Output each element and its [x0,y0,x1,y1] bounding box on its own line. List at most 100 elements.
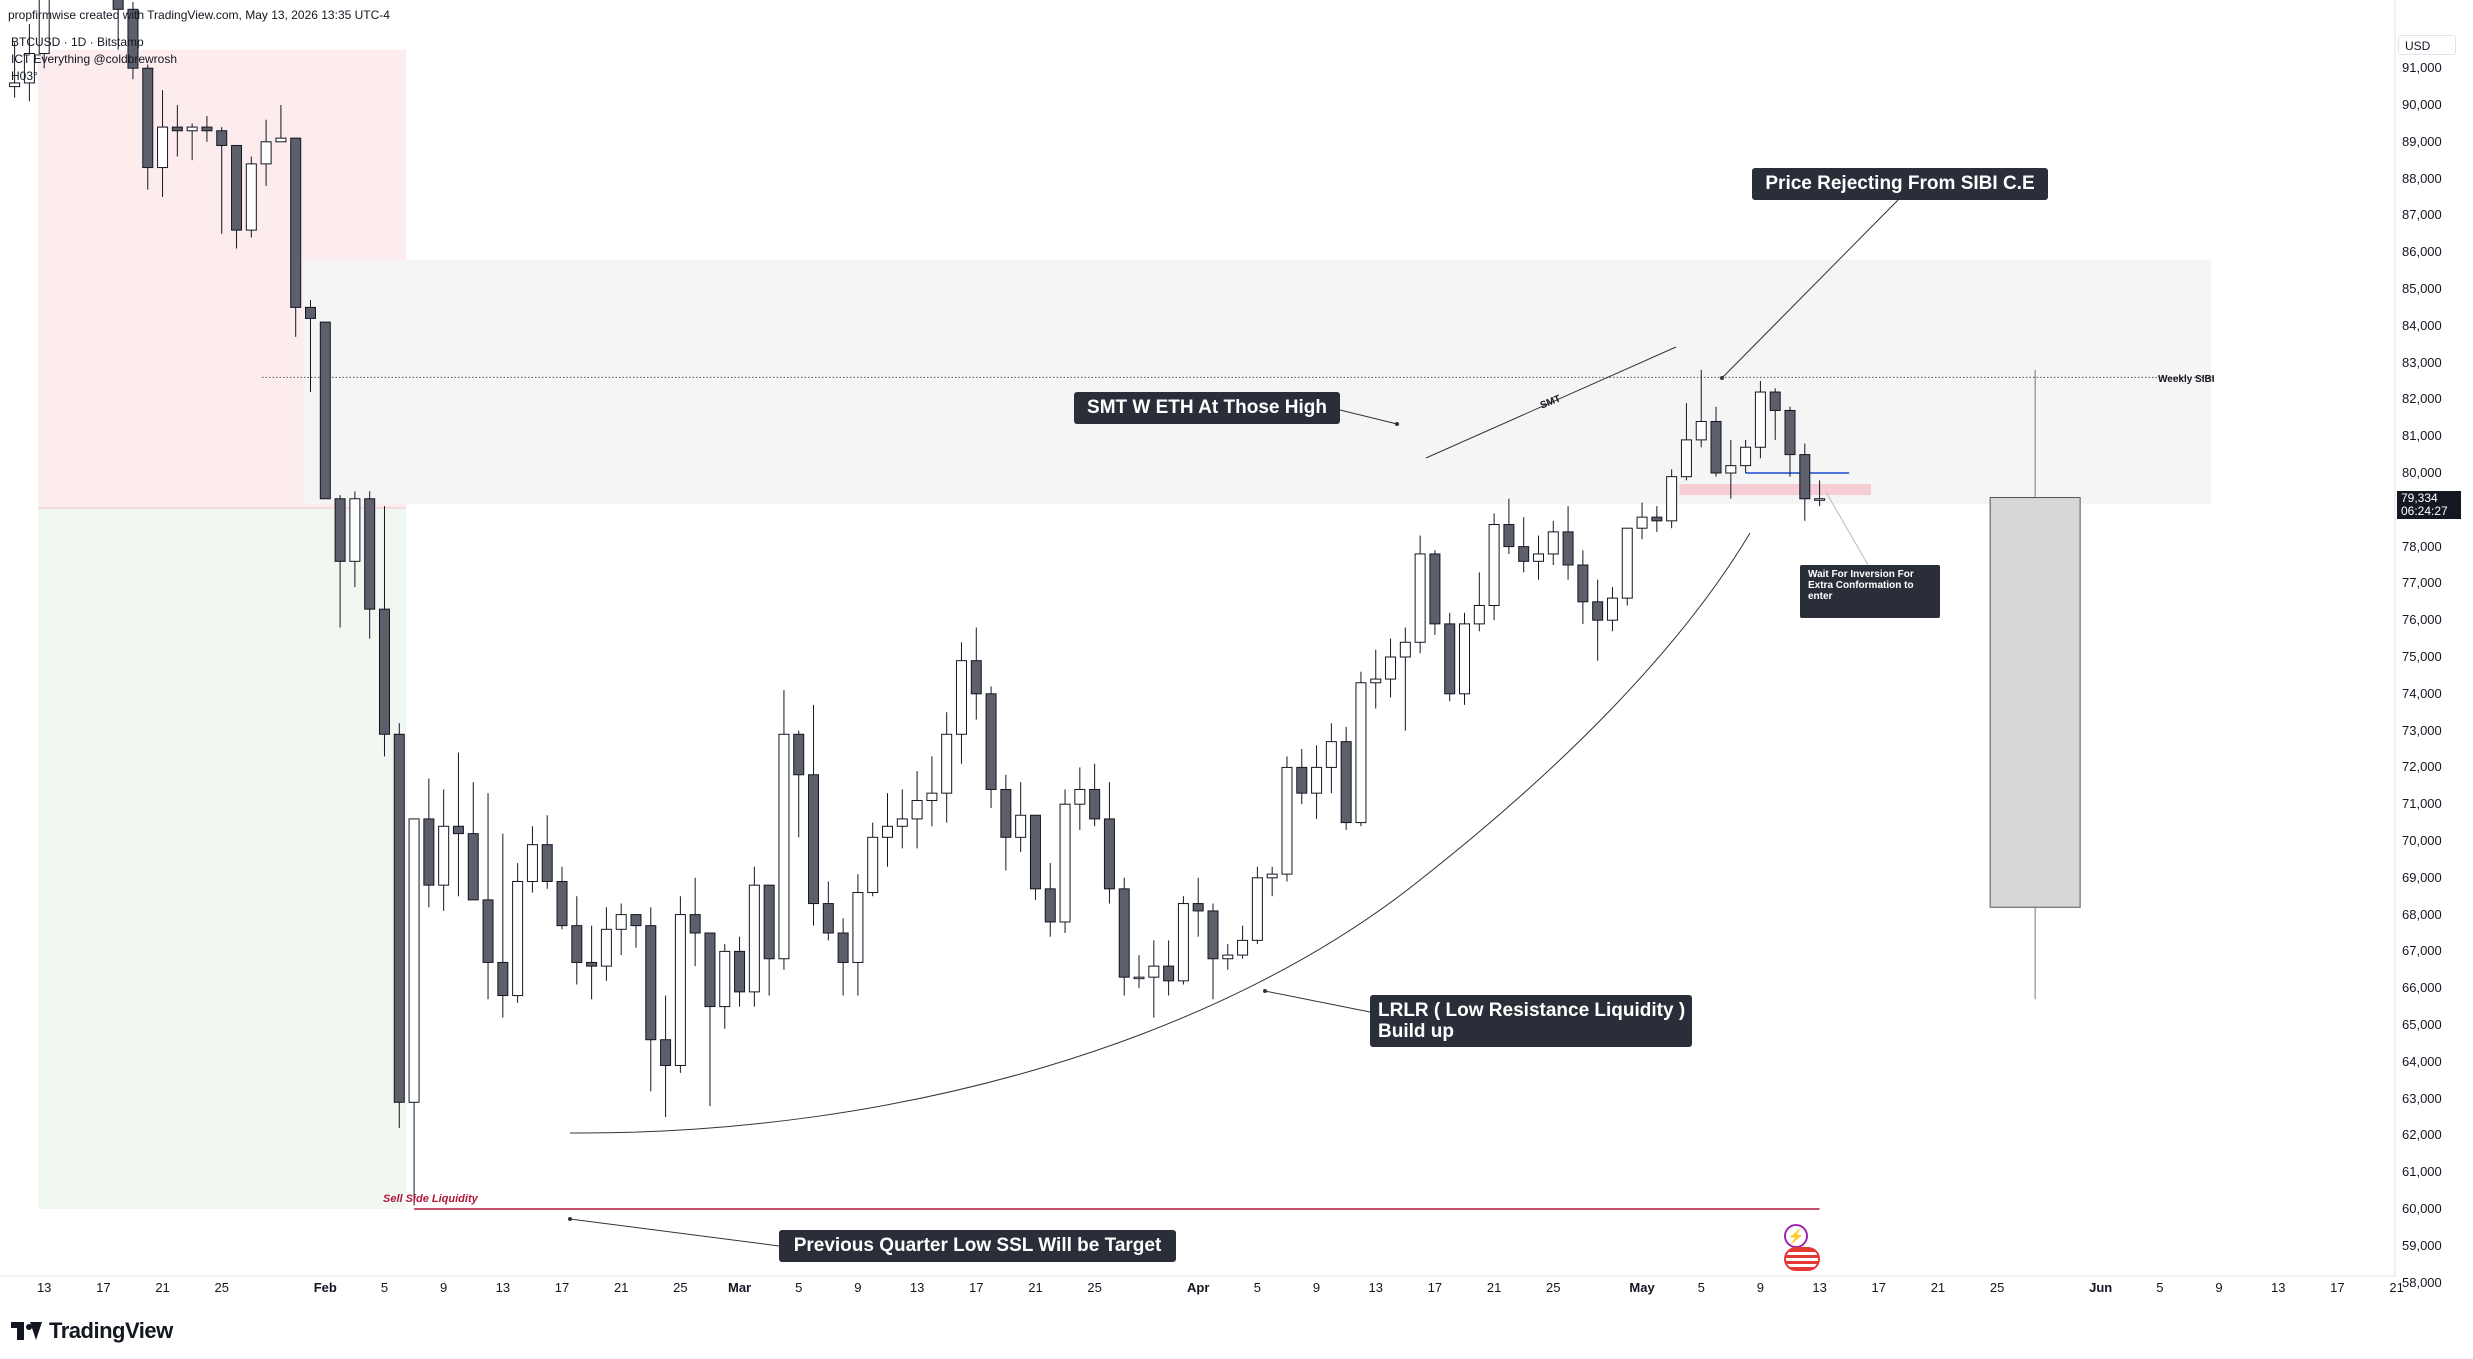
candle-2026-05-05 [1695,369,1707,448]
callout-lrlr[interactable]: LRLR ( Low Resistance Liquidity ) Build … [1370,995,1692,1047]
price-tick-label: 83,000 [2402,354,2442,370]
time-tick-label: 17 [969,1280,984,1295]
time-tick-label: 21 [1028,1280,1043,1295]
candle-body [719,950,731,1008]
indicator-title[interactable]: ICT Everything @coldbrewrosh [11,52,178,66]
candle-2026-05-12 [1799,443,1811,521]
time-tick-label: 5 [1697,1280,1705,1295]
candle-body [645,925,657,1041]
price-tick-label: 64,000 [2402,1053,2442,1069]
callout-smt-eth[interactable]: SMT W ETH At Those High [1074,392,1340,424]
candle-2026-02-01 [319,321,331,500]
candle-body [852,892,864,963]
time-tick-label: 21 [613,1280,629,1295]
time-tick-label: 21 [1486,1280,1502,1295]
price-tick-label: 65,000 [2402,1017,2442,1032]
tradingview-logo[interactable]: TradingView [11,1318,173,1344]
candle-2026-04-27 [1577,550,1589,624]
time-tick-label: 9 [2215,1280,2223,1295]
us-flag-event-icon[interactable] [1784,1247,1820,1271]
symbol-title[interactable]: BTCUSD · 1D · Bitstamp [11,35,144,49]
lightning-event-icon[interactable]: ⚡ [1784,1224,1808,1248]
axes-layer [0,0,2396,1277]
candle-body [526,844,538,882]
candle-2026-05-07 [1725,439,1737,499]
price-tick-label: 81,000 [2402,428,2442,444]
currency-badge[interactable]: USD [2398,35,2456,55]
candle-2026-03-06 [808,704,820,926]
time-tick-label: 13 [36,1280,52,1295]
time-tick-label: 17 [2330,1280,2345,1295]
price-tick-label: 90,000 [2402,97,2442,112]
candle-2026-03-21 [1029,814,1041,900]
candle-2026-04-29 [1606,587,1618,632]
callout-price-rejecting[interactable]: Price Rejecting From SIBI C.E [1752,168,2048,200]
candle-2026-02-04 [364,491,376,639]
candle-2026-04-24 [1532,535,1544,580]
price-tick-label: 75,000 [2402,649,2442,664]
candle-2026-03-05 [793,730,805,838]
candle-2026-03-19 [1000,774,1012,871]
candle-2026-02-18 [571,896,583,985]
time-tick-label: 21 [2389,1280,2404,1295]
candle-body [793,733,805,776]
candle-2026-02-28 [719,944,731,1029]
candle-2026-04-06 [1266,866,1278,897]
candle-2026-05-10 [1769,388,1781,440]
candle-body [689,914,701,934]
candle-2026-01-11 [9,42,21,98]
price-tick-label: 76,000 [2402,612,2442,628]
candle-2026-02-19 [586,925,598,1000]
zone-fvg [1679,484,1871,496]
time-tick-label: 17 [1871,1280,1886,1295]
candle-2026-02-08 [423,778,435,908]
current-price-box: 79,334 06:24:27 [2397,491,2461,519]
candle-2026-01-20 [142,64,154,190]
candle-2026-04-18 [1444,612,1456,702]
candle-body [1192,903,1204,912]
candle-body [1370,678,1382,684]
pointer-lrlr [1264,990,1371,1013]
candle-body [1059,803,1071,923]
candle-2026-05-11 [1784,406,1796,477]
candle-2026-03-16 [955,642,967,764]
zone-weekly-sibi [303,259,2212,505]
candle-2026-04-03 [1222,944,1234,970]
candle-2026-03-12 [896,789,908,849]
price-tick-label: 60,000 [2402,1201,2442,1216]
pointer-dot-previous-quarter [568,1217,572,1221]
candle-body [955,660,967,735]
candle-body [600,928,612,967]
candle-body [1606,597,1618,621]
candle-2026-01-27 [245,156,257,238]
time-tick-label: 9 [440,1280,448,1295]
candle-2026-05-04 [1680,403,1692,481]
price-tick-label: 80,000 [2402,465,2442,480]
candle-2026-03-02 [748,866,760,1007]
candle-body [1814,498,1826,501]
callout-wait-inversion[interactable]: Wait For Inversion For Extra Conformatio… [1800,565,1940,618]
candle-2026-04-12 [1355,671,1367,827]
callout-previous-quarter[interactable]: Previous Quarter Low SSL Will be Target [779,1230,1176,1262]
candle-2026-05-02 [1651,506,1663,532]
candle-body [23,52,35,84]
candle-body [423,818,435,886]
candle-body [911,800,923,820]
candle-body [1015,814,1027,838]
candle-2026-02-16 [541,815,553,889]
candle-2026-03-20 [1015,782,1027,853]
candle-2026-02-20 [600,907,612,981]
candle-2026-03-30 [1163,940,1175,996]
candle-2026-02-06 [393,723,405,1129]
candle-body [896,818,908,827]
candle-body [1399,641,1411,658]
time-tick-label: 13 [1812,1280,1827,1295]
price-tick-label: 85,000 [2402,281,2442,296]
price-tick-label: 82,000 [2402,391,2442,407]
candle-2026-01-30 [290,137,302,337]
candle-2026-03-09 [852,874,864,996]
candle-body [630,914,642,927]
candle-body [1177,903,1189,982]
candle-2026-02-10 [452,752,464,897]
